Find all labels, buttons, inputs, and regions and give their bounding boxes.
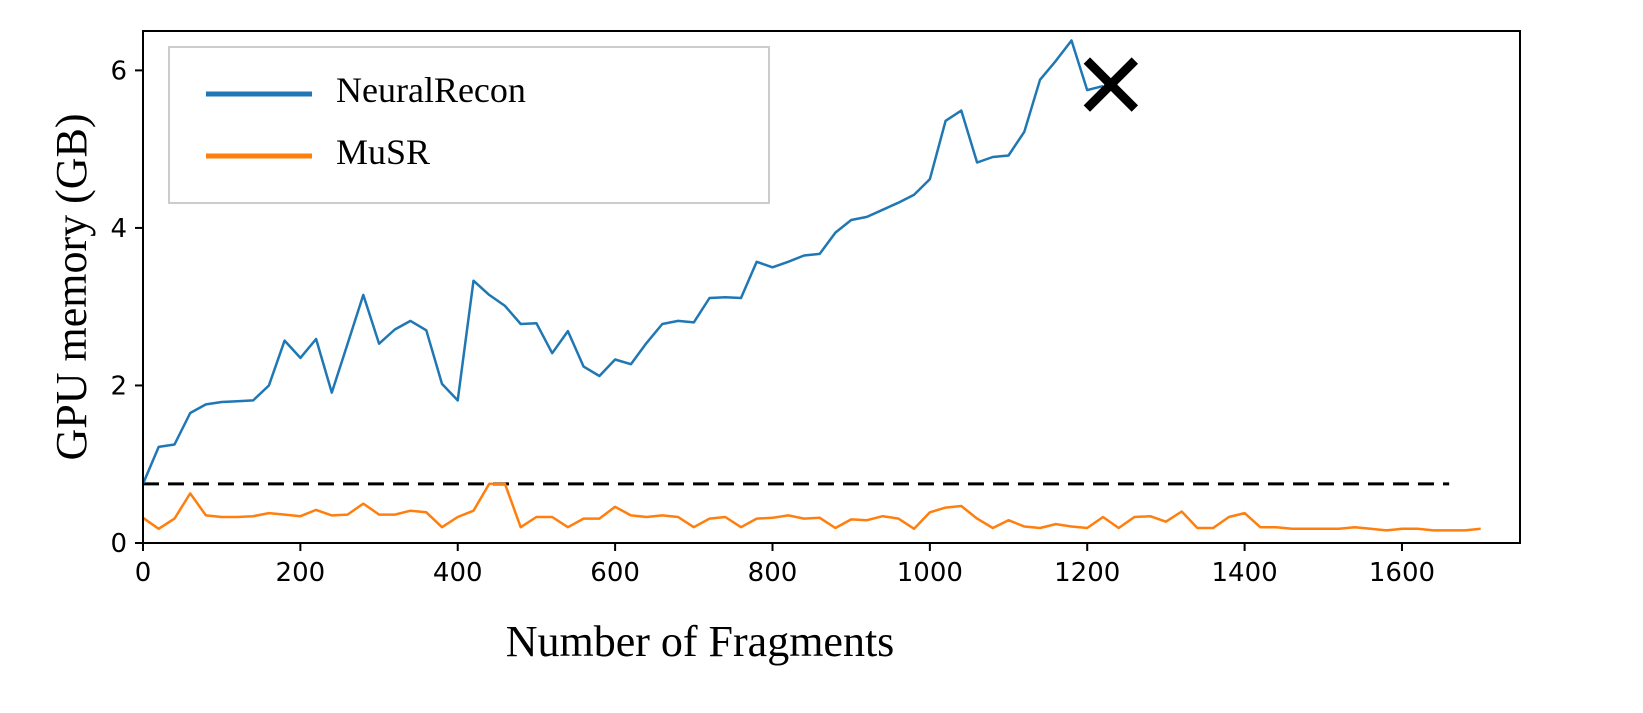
x-axis-title: Number of Fragments — [506, 617, 895, 666]
y-axis-ticks: 0 2 4 6 — [110, 56, 143, 559]
failure-x-marker — [1083, 57, 1139, 112]
x-marker-stroke-b — [1083, 57, 1139, 112]
x-tick-label: 1600 — [1369, 558, 1435, 588]
y-tick-label: 2 — [110, 371, 127, 401]
x-tick-label: 1200 — [1054, 558, 1120, 588]
x-tick-label: 400 — [433, 558, 483, 588]
x-tick-label: 1000 — [897, 558, 963, 588]
x-tick-label: 1400 — [1212, 558, 1278, 588]
legend: NeuralRecon MuSR — [168, 46, 770, 204]
marker-layer — [1083, 57, 1139, 112]
series-layer — [141, 39, 1481, 532]
legend-label-musr: MuSR — [336, 132, 430, 172]
x-axis-ticks: 0 200 400 600 800 1000 1200 1400 1600 — [135, 543, 1435, 588]
series-line-musr — [142, 482, 1481, 532]
legend-label-neuralrecon: NeuralRecon — [336, 70, 526, 110]
legend-box — [168, 46, 770, 204]
series-line-neuralrecon — [141, 39, 1104, 485]
y-tick-label: 6 — [110, 56, 127, 86]
x-tick-label: 800 — [748, 558, 798, 588]
plot-area — [141, 39, 1481, 532]
y-axis-title: GPU memory (GB) — [47, 113, 96, 460]
x-tick-label: 200 — [276, 558, 326, 588]
axes-frame — [142, 30, 1521, 544]
y-tick-label: 4 — [110, 214, 127, 244]
y-tick-label: 0 — [110, 529, 127, 559]
x-tick-label: 0 — [135, 558, 152, 588]
x-tick-label: 600 — [590, 558, 640, 588]
